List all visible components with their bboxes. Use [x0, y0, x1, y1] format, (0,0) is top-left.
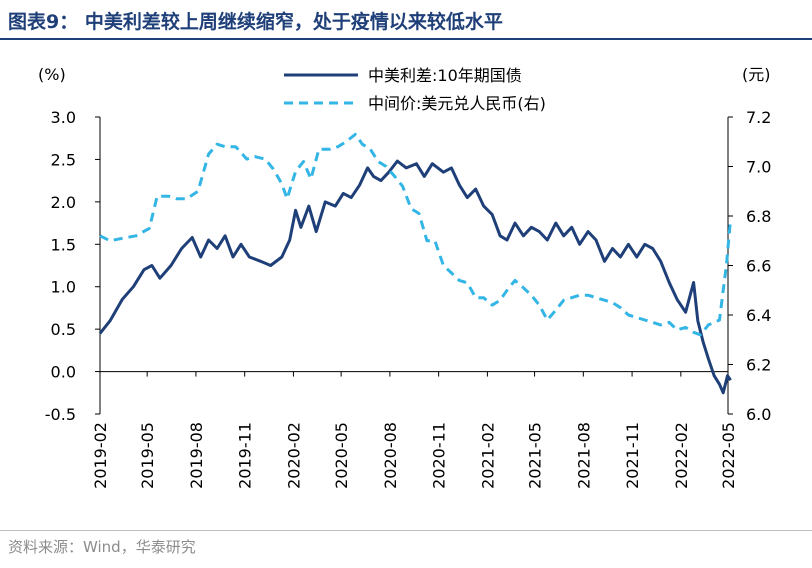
- x-axis-tick-label: 2021-11: [623, 422, 642, 489]
- left-axis-tick-label: 2.5: [51, 150, 76, 169]
- source-note: 资料来源：Wind，华泰研究: [8, 538, 196, 556]
- x-axis-tick-label: 2022-02: [672, 422, 691, 489]
- right-axis-tick-label: 7.0: [746, 158, 771, 177]
- right-axis-tick-label: 6.4: [746, 306, 771, 325]
- right-axis-tick-label: 6.8: [746, 207, 771, 226]
- x-axis-tick-label: 2019-08: [187, 422, 206, 489]
- left-axis-tick-label: 0.0: [51, 363, 76, 382]
- title-bar: 图表9： 中美利差较上周继续缩窄，处于疫情以来较低水平: [0, 0, 812, 40]
- x-axis-tick-label: 2019-02: [91, 422, 110, 489]
- x-axis-tick-label: 2020-08: [381, 422, 400, 489]
- right-axis-tick-label: 6.6: [746, 257, 771, 276]
- chart-title: 图表9： 中美利差较上周继续缩窄，处于疫情以来较低水平: [8, 11, 503, 33]
- right-axis-tick-label: 6.2: [746, 356, 771, 375]
- right-axis-tick-label: 7.2: [746, 108, 771, 127]
- x-axis-tick-label: 2020-11: [430, 422, 449, 489]
- legend-label-spread: 中美利差:10年期国债: [368, 66, 522, 85]
- left-axis-tick-label: 0.5: [51, 320, 76, 339]
- x-axis-tick-label: 2021-05: [526, 422, 545, 489]
- spread-line: [98, 159, 732, 395]
- source-divider: [0, 530, 812, 531]
- left-axis-tick-label: 2.0: [51, 193, 76, 212]
- x-axis-tick-label: 2020-05: [332, 422, 351, 489]
- x-axis-tick-label: 2021-08: [574, 422, 593, 489]
- left-axis-unit: (%): [38, 65, 66, 84]
- usdcny-line: [99, 132, 733, 337]
- chart: 3.0 2.5 2.0 1.5 1.0 0.5 0.0 -0.5 7.2 7.0 6.8 6.6 6.4…: [38, 65, 771, 489]
- x-axis-tick-label: 2021-02: [478, 422, 497, 489]
- x-axis-tick-label: 2019-05: [138, 422, 157, 489]
- x-axis-tick-label: 2019-11: [236, 422, 255, 489]
- right-axis-unit: (元): [742, 65, 771, 84]
- x-axis-tick-label: 2020-02: [284, 422, 303, 489]
- right-axis-tick-label: 6.0: [746, 405, 771, 424]
- legend-label-usdcny: 中间价:美元兑人民币(右): [368, 94, 546, 113]
- x-axis-tick-label: 2022-05: [719, 422, 738, 489]
- left-axis-tick-label: -0.5: [45, 405, 76, 424]
- left-axis-tick-label: 1.0: [51, 278, 76, 297]
- left-axis-tick-label: 3.0: [51, 108, 76, 127]
- left-axis-tick-label: 1.5: [51, 235, 76, 254]
